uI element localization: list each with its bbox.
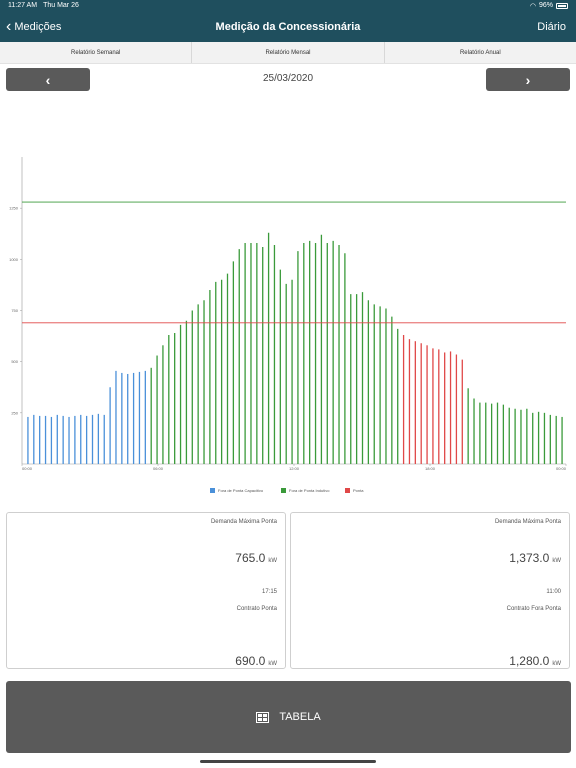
- report-segments: Relatório Semanal Relatório Mensal Relat…: [0, 42, 576, 64]
- y-tick-label: 250: [11, 410, 18, 415]
- page-title: Medição da Concessionária: [215, 20, 361, 33]
- y-tick-label: 1000: [9, 257, 19, 262]
- contract-label: Contrato Ponta: [236, 606, 277, 612]
- demand-unit: kW: [552, 558, 561, 564]
- demand-label: Demanda Máxima Ponta: [494, 519, 561, 525]
- x-tick-label: 18:00: [425, 466, 436, 471]
- legend-label: Fora de Ponta Capacitivo: [218, 488, 264, 493]
- y-tick-label: 1250: [9, 206, 19, 211]
- demand-time: 17:15: [261, 589, 277, 595]
- current-date: 25/03/2020: [262, 73, 314, 84]
- tab-annual-report[interactable]: Relatório Anual: [459, 49, 501, 56]
- battery-icon: [556, 2, 568, 9]
- table-button-label: TABELA: [279, 711, 321, 723]
- y-tick-label: 750: [11, 308, 18, 313]
- demand-value-row: 1,373.0 kW: [509, 551, 561, 565]
- legend-swatch: [345, 488, 350, 493]
- y-tick-label: 500: [11, 359, 18, 364]
- demand-unit: kW: [268, 558, 277, 564]
- table-icon: [256, 711, 270, 723]
- contract-value: 1,280.0: [509, 654, 550, 668]
- status-bar: 11:27 AM Thu Mar 26 ◠ 96%: [0, 0, 576, 11]
- off-peak-demand-card: Demanda Máxima Ponta 1,373.0 kW 11:00 Con…: [290, 512, 570, 669]
- tab-monthly-report[interactable]: Relatório Mensal: [192, 42, 385, 63]
- navigation-bar: ‹ Medições Medição da Concessionária Diá…: [0, 11, 576, 42]
- legend-label: Fora de Ponta Indutivo: [289, 488, 330, 493]
- home-indicator: [200, 760, 376, 763]
- contract-unit: kW: [268, 661, 277, 667]
- x-tick-label: 12:00: [289, 466, 300, 471]
- chevron-left-icon: ‹: [6, 17, 12, 35]
- contract-value-row: 690.0 kW: [235, 654, 277, 668]
- legend-swatch: [210, 488, 215, 493]
- status-time: 11:27 AM: [8, 2, 38, 9]
- contract-value-row: 1,280.0 kW: [509, 654, 561, 668]
- battery-percent: 96%: [538, 2, 553, 9]
- x-tick-label: 00:00: [22, 466, 33, 471]
- back-label: Medições: [14, 20, 62, 33]
- tab-weekly-report[interactable]: Relatório Semanal: [0, 42, 193, 63]
- demand-time: 11:00: [546, 589, 561, 595]
- status-date: Thu Mar 26: [43, 2, 79, 9]
- contract-unit: kW: [552, 661, 561, 667]
- table-button[interactable]: TABELA: [6, 681, 571, 753]
- demand-chart: 250 500 750 1000 1250 00:00 06:00 12:00 18:00 00:…: [9, 157, 567, 493]
- peak-demand-card: Demanda Máxima Ponta 765.0 kW 17:15 Contr…: [6, 512, 286, 669]
- daily-button[interactable]: Diário: [537, 20, 566, 33]
- contract-label: Contrato Fora Ponta: [506, 606, 561, 612]
- chevron-right-icon: ›: [525, 71, 531, 88]
- legend-swatch: [281, 488, 286, 493]
- demand-value: 1,373.0: [509, 551, 550, 565]
- legend-label: Ponta: [353, 488, 364, 493]
- previous-day-button[interactable]: ‹: [6, 68, 90, 91]
- back-button[interactable]: ‹ Medições: [6, 11, 61, 42]
- wifi-icon: ◠: [529, 2, 536, 10]
- demand-value: 765.0: [235, 551, 266, 565]
- date-navigator: ‹ 25/03/2020 ›: [0, 68, 576, 92]
- x-tick-label: 00:00: [556, 466, 567, 471]
- contract-value: 690.0: [235, 654, 266, 668]
- next-day-button[interactable]: ›: [486, 68, 570, 91]
- chevron-left-icon: ‹: [45, 71, 51, 88]
- x-tick-label: 06:00: [153, 466, 164, 471]
- demand-value-row: 765.0 kW: [235, 551, 277, 565]
- demand-label: Demanda Máxima Ponta: [210, 519, 277, 525]
